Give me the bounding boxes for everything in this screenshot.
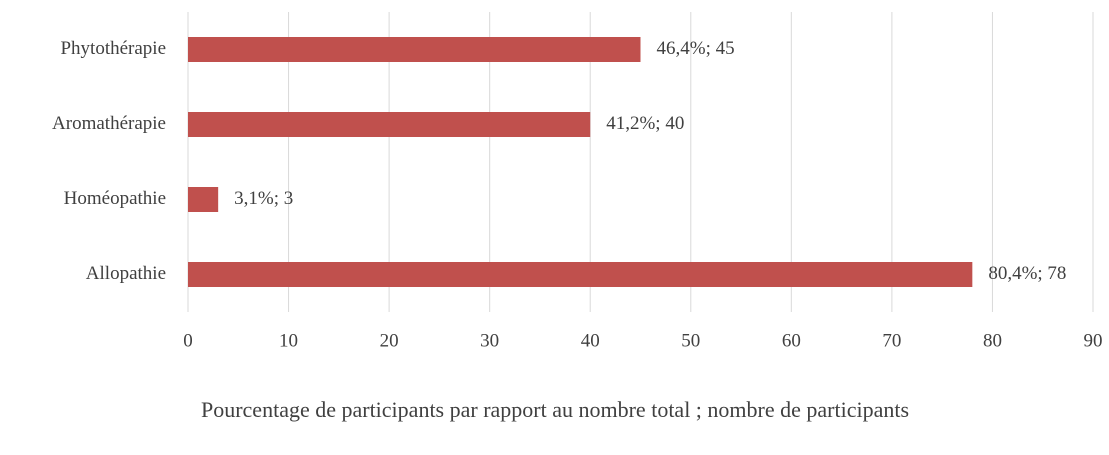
x-axis-label: Pourcentage de participants par rapport … (200, 397, 910, 422)
y-tick-label: Aromathérapie (52, 113, 166, 134)
x-tick-label: 0 (183, 330, 193, 351)
data-label: 46,4%; 45 (657, 38, 735, 59)
x-tick-label: 70 (882, 330, 901, 351)
bar (188, 262, 973, 287)
bar (188, 37, 641, 62)
data-label: 41,2%; 40 (606, 113, 684, 134)
x-tick-label: 60 (782, 330, 801, 351)
x-tick-label: 80 (983, 330, 1002, 351)
data-label: 3,1%; 3 (234, 188, 293, 209)
x-tick-label: 40 (581, 330, 600, 351)
x-tick-label: 90 (1084, 330, 1103, 351)
x-tick-label: 20 (380, 330, 399, 351)
bar (188, 112, 591, 137)
y-tick-label: Allopathie (86, 263, 166, 284)
x-tick-label: 10 (279, 330, 298, 351)
y-tick-label: Homéopathie (64, 188, 166, 209)
y-tick-label: Phytothérapie (60, 38, 166, 59)
chart: 0 10 20 30 40 50 60 70 80 90 Phytothérapie 46,4%; 4… (52, 12, 1103, 351)
x-tick-label: 30 (480, 330, 499, 351)
bar (188, 187, 219, 212)
x-tick-label: 50 (681, 330, 700, 351)
data-label: 80,4%; 78 (988, 263, 1066, 284)
